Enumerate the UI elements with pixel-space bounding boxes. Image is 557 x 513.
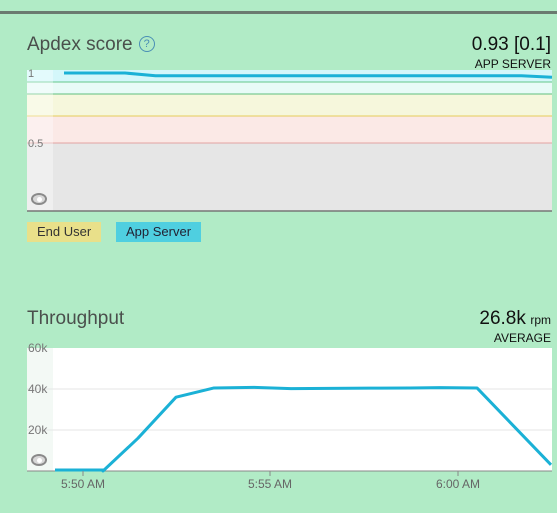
apdex-value: 0.93 [0.1] <box>471 34 551 55</box>
throughput-xtick: 6:00 AM <box>436 477 480 491</box>
throughput-xtick: 5:50 AM <box>61 477 105 491</box>
throughput-unit: rpm <box>530 313 551 327</box>
apdex-value-label: APP SERVER <box>474 57 551 71</box>
apdex-series-line <box>64 71 553 79</box>
throughput-ytick: 40k <box>28 382 48 396</box>
help-icon[interactable]: ? <box>138 36 155 52</box>
apdex-metric: 0.93 [0.1] APP SERVER <box>472 34 551 71</box>
snapshot-icon[interactable] <box>31 454 47 466</box>
apdex-title: Apdex score? <box>27 34 155 56</box>
apdex-ytick-mid: 0.5 <box>28 138 43 150</box>
top-divider <box>0 11 557 14</box>
throughput-series-line <box>55 385 553 473</box>
legend-app-server[interactable]: App Server <box>116 222 202 242</box>
apdex-ytick-top: 1 <box>28 68 34 80</box>
snapshot-icon[interactable] <box>31 193 47 205</box>
legend-end-user[interactable]: End User <box>27 222 102 242</box>
apdex-chart: 1 0.5 <box>27 68 553 212</box>
throughput-metric: 26.8k rpm AVERAGE <box>479 308 551 345</box>
throughput-ytick: 60k <box>28 341 48 355</box>
throughput-value-label: AVERAGE <box>493 331 551 345</box>
apdex-title-text: Apdex score <box>27 34 133 55</box>
throughput-ytick: 20k <box>28 423 48 437</box>
throughput-value: 26.8k <box>479 308 526 329</box>
throughput-xtick: 5:55 AM <box>248 477 292 491</box>
throughput-chart: 60k 40k 20k 5:50 AM 5:55 AM 6:00 AM <box>27 341 553 491</box>
throughput-title: Throughput <box>27 308 125 329</box>
